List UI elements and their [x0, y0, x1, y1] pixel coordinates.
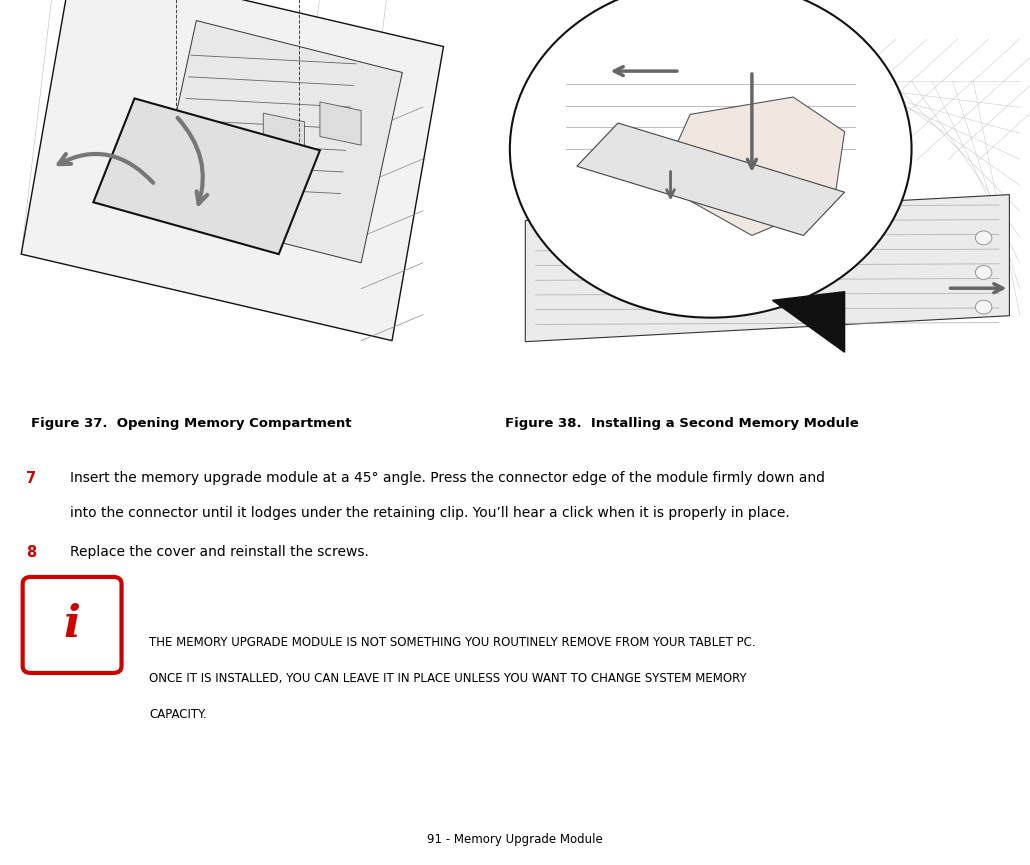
Polygon shape — [772, 292, 845, 352]
Polygon shape — [264, 113, 305, 157]
Polygon shape — [659, 97, 845, 235]
Text: i: i — [64, 604, 80, 646]
FancyBboxPatch shape — [23, 577, 122, 673]
Text: Insert the memory upgrade module at a 45° angle. Press the connector edge of the: Insert the memory upgrade module at a 45… — [70, 471, 825, 485]
Circle shape — [975, 231, 992, 245]
Polygon shape — [577, 123, 845, 235]
Text: CAPACITY.: CAPACITY. — [149, 708, 207, 721]
Text: into the connector until it lodges under the retaining clip. You’ll hear a click: into the connector until it lodges under… — [70, 506, 790, 520]
Text: THE MEMORY UPGRADE MODULE IS NOT SOMETHING YOU ROUTINELY REMOVE FROM YOUR TABLET: THE MEMORY UPGRADE MODULE IS NOT SOMETHI… — [149, 636, 756, 649]
Polygon shape — [207, 125, 248, 168]
Text: Figure 38.  Installing a Second Memory Module: Figure 38. Installing a Second Memory Mo… — [505, 417, 858, 430]
Polygon shape — [156, 21, 403, 263]
Polygon shape — [22, 0, 444, 341]
Text: 8: 8 — [26, 545, 36, 560]
Text: Replace the cover and reinstall the screws.: Replace the cover and reinstall the scre… — [70, 545, 369, 559]
Polygon shape — [320, 102, 362, 145]
Polygon shape — [525, 195, 1009, 342]
Circle shape — [975, 300, 992, 314]
Circle shape — [510, 0, 912, 317]
Text: ONCE IT IS INSTALLED, YOU CAN LEAVE IT IN PLACE UNLESS YOU WANT TO CHANGE SYSTEM: ONCE IT IS INSTALLED, YOU CAN LEAVE IT I… — [149, 672, 747, 685]
Text: 91 - Memory Upgrade Module: 91 - Memory Upgrade Module — [427, 833, 603, 846]
Text: Figure 37.  Opening Memory Compartment: Figure 37. Opening Memory Compartment — [31, 417, 351, 430]
Text: 7: 7 — [26, 471, 36, 486]
Circle shape — [975, 266, 992, 279]
Polygon shape — [94, 99, 320, 254]
